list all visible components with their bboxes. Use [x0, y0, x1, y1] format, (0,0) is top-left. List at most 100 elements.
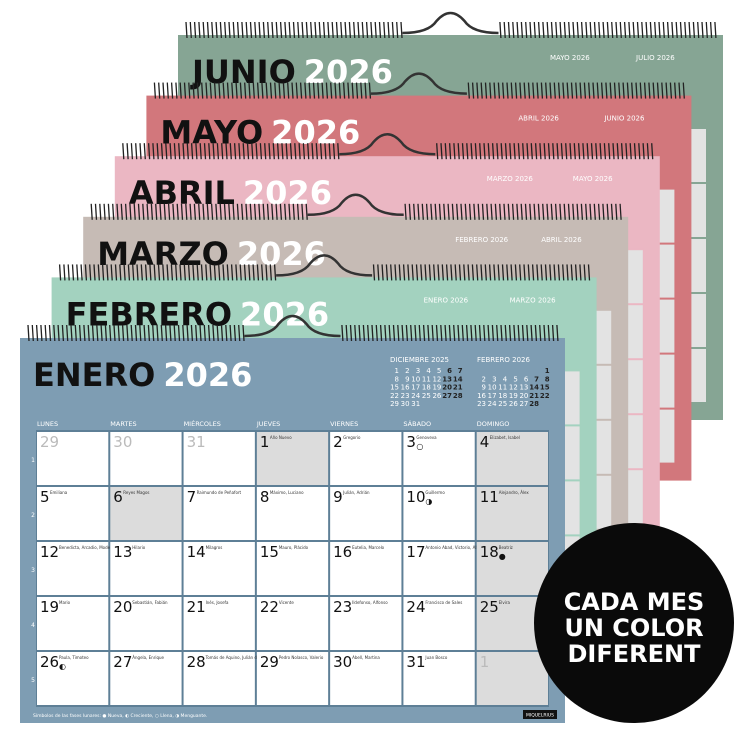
spiral-ring	[661, 82, 664, 99]
spiral-ring	[467, 264, 470, 281]
spiral-ring	[162, 82, 165, 99]
spiral-ring	[537, 21, 541, 39]
spiral-ring	[229, 143, 232, 160]
day-number: 8	[260, 488, 270, 506]
day-number: 24	[406, 598, 425, 616]
spiral-ring	[338, 82, 341, 99]
spiral-ring	[235, 82, 238, 99]
hanger	[244, 314, 341, 338]
spiral-ring	[357, 21, 360, 39]
spiral-ring	[585, 203, 588, 220]
spiral-ring	[337, 143, 340, 160]
spiral-ring	[615, 203, 618, 220]
spiral-ring	[177, 324, 181, 342]
spiral-ring	[533, 203, 536, 220]
spiral-ring	[557, 264, 561, 281]
spiral-ring	[613, 82, 617, 99]
spiral-ring	[566, 264, 569, 281]
spiral-ring	[506, 264, 509, 281]
spiral-ring	[669, 82, 673, 99]
month-year: 2026	[237, 235, 326, 273]
spiral-ring	[264, 143, 267, 160]
spiral-ring	[500, 143, 503, 160]
spiral-ring	[525, 21, 528, 39]
mini-day: 2	[482, 375, 486, 383]
spiral-ring	[375, 324, 378, 342]
spiral-ring	[401, 324, 404, 342]
day-cell	[110, 597, 182, 650]
spiral-ring	[101, 264, 105, 281]
spiral-ring	[230, 264, 234, 281]
spiral-ring	[461, 143, 465, 160]
spiral-ring	[165, 143, 168, 160]
day-number: 27	[113, 653, 132, 671]
mini-day: 9	[405, 375, 409, 383]
spiral-ring	[271, 21, 274, 39]
spiral-ring	[620, 143, 624, 160]
spiral-ring	[456, 203, 459, 220]
day-cell	[183, 597, 255, 650]
spiral-ring	[84, 264, 88, 281]
spiral-ring	[198, 203, 201, 220]
spiral-ring	[215, 203, 218, 220]
spiral-ring	[281, 143, 284, 160]
spiral-ring	[639, 82, 642, 99]
day-number: 31	[187, 433, 206, 451]
spiral-ring	[278, 82, 281, 99]
spiral-ring	[76, 264, 79, 281]
spiral-ring	[262, 203, 265, 220]
spiral-ring	[520, 203, 523, 220]
spiral-ring	[169, 324, 172, 342]
spiral-ring	[632, 21, 635, 39]
mini-day: 25	[422, 392, 431, 400]
saint-name: Inés, Josefa	[206, 600, 229, 605]
spiral-ring	[143, 324, 146, 342]
spiral-ring	[618, 82, 621, 99]
spiral-ring	[493, 82, 496, 99]
spiral-ring	[71, 264, 75, 281]
spiral-ring	[405, 324, 409, 342]
spiral-ring	[470, 143, 473, 160]
spiral-ring	[262, 21, 266, 39]
spiral-ring	[509, 143, 512, 160]
spiral-ring	[310, 21, 313, 39]
spiral-ring	[468, 203, 472, 220]
spiral-ring	[226, 264, 229, 281]
week-number: 5	[31, 677, 35, 684]
spiral-ring	[276, 143, 280, 160]
mini-day: 3	[492, 375, 496, 383]
spiral-ring	[658, 21, 661, 39]
spiral-ring	[210, 203, 214, 220]
spiral-ring	[342, 82, 346, 99]
day-cell	[183, 432, 255, 485]
mini-day: 13	[442, 375, 452, 383]
spiral-ring	[404, 203, 407, 220]
mini-day: 8	[395, 375, 399, 383]
spiral-ring	[265, 264, 268, 281]
spiral-ring	[526, 143, 529, 160]
spiral-ring	[127, 264, 131, 281]
spiral-ring	[219, 21, 223, 39]
spiral-ring	[625, 143, 628, 160]
spiral-ring	[511, 203, 515, 220]
spiral-ring	[560, 143, 564, 160]
spiral-ring	[493, 264, 496, 281]
spiral-ring	[514, 82, 518, 99]
mini-day: 27	[442, 392, 452, 400]
spiral-ring	[305, 203, 308, 220]
spiral-ring	[372, 264, 376, 281]
spiral-ring	[483, 143, 486, 160]
moon-phase: ◐	[59, 662, 66, 671]
spiral-ring	[605, 82, 608, 99]
spiral-ring	[503, 203, 506, 220]
week-number: 2	[31, 512, 35, 519]
spiral-ring	[633, 143, 637, 160]
spiral-ring	[589, 203, 592, 220]
spiral-ring	[374, 21, 377, 39]
hanger	[339, 132, 436, 156]
mini-day: 12	[509, 384, 518, 392]
spiral-ring	[143, 143, 146, 160]
spiral-ring	[196, 264, 199, 281]
spiral-ring	[275, 203, 278, 220]
spiral-ring	[428, 264, 432, 281]
